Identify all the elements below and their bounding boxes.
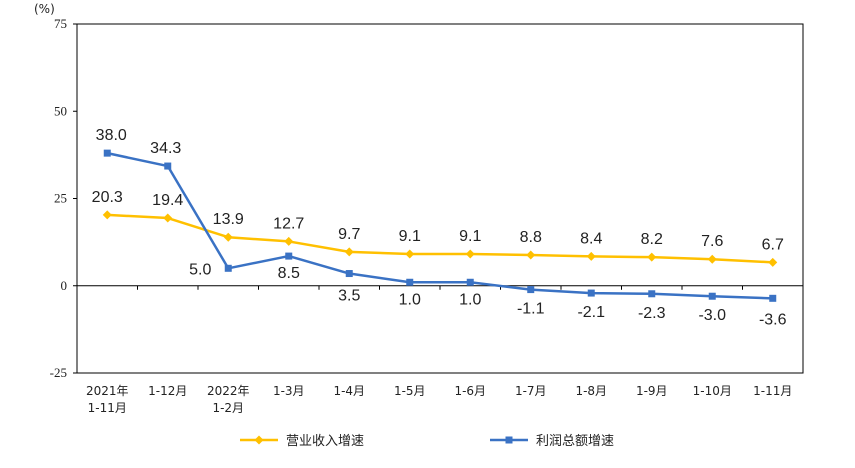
series-1-point	[223, 232, 233, 242]
data-label: -3.6	[759, 311, 787, 328]
series-1-point	[586, 251, 596, 261]
x-tick-label: 1-9月	[636, 384, 668, 398]
x-tick-label: 1-12月	[148, 384, 187, 398]
series-2-point	[587, 289, 595, 297]
data-label: 6.7	[762, 236, 784, 253]
series-2-point	[103, 149, 111, 157]
data-label: 1.0	[459, 291, 481, 308]
data-label: 9.1	[459, 228, 481, 245]
data-label: 8.4	[580, 230, 602, 247]
legend-label: 利润总额增速	[536, 434, 614, 449]
y-tick-label: -25	[50, 365, 67, 380]
data-label: 8.8	[520, 229, 542, 246]
x-tick-label: 1-4月	[333, 384, 365, 398]
series-1-point	[163, 213, 173, 223]
data-label: 13.9	[213, 211, 244, 228]
data-label: 38.0	[96, 127, 127, 144]
series-1-point	[102, 210, 112, 220]
series-line-2	[106, 151, 773, 300]
x-tick-label: 1-6月	[454, 384, 486, 398]
series-1-point	[526, 250, 536, 260]
data-label: 19.4	[152, 192, 183, 209]
legend-marker-1	[254, 435, 264, 445]
series-1-point	[768, 257, 778, 267]
series-1-point	[707, 254, 717, 264]
series-2-point	[466, 278, 474, 286]
x-tick-label: 1-11月	[753, 384, 792, 398]
series-1-point	[405, 249, 415, 259]
data-label: -3.0	[698, 307, 726, 324]
series-1-point	[344, 247, 354, 257]
x-tick-label: 1-5月	[394, 384, 426, 398]
x-tick-label: 1-7月	[515, 384, 547, 398]
series-2-point	[224, 264, 232, 272]
data-label: 5.0	[189, 261, 211, 278]
x-tick-label: 1-10月	[693, 384, 732, 398]
data-label: -1.1	[517, 301, 545, 318]
series-1-point	[647, 252, 657, 262]
y-tick-label: 0	[61, 278, 68, 293]
data-label: 9.1	[399, 228, 421, 245]
legend-marker-2	[505, 436, 513, 444]
x-tick-label: 1-3月	[273, 384, 305, 398]
data-label: 8.2	[641, 231, 663, 248]
series-2-point	[285, 252, 293, 260]
series-2-point	[648, 290, 656, 298]
x-tick-label: 2021年 1-11月	[86, 384, 129, 415]
data-label: 34.3	[150, 140, 181, 157]
data-label: 7.6	[701, 233, 723, 250]
data-label: -2.3	[638, 305, 666, 322]
data-label: 9.7	[338, 226, 360, 243]
x-tick-label: 2022年 1-2月	[207, 384, 250, 415]
data-label: -2.1	[577, 304, 605, 321]
data-label: 1.0	[399, 291, 421, 308]
series-line-1	[107, 213, 773, 264]
legend-label: 营业收入增速	[286, 434, 364, 449]
series-2-point	[708, 292, 716, 300]
series-2-point	[406, 278, 414, 286]
series-1-point	[284, 236, 294, 246]
y-tick-label: 75	[54, 16, 67, 31]
series-2-point	[345, 270, 353, 278]
data-label: 20.3	[92, 189, 123, 206]
data-label: 3.5	[338, 288, 360, 305]
y-unit-label: (%)	[34, 2, 55, 16]
y-tick-label: 25	[54, 191, 67, 206]
y-tick-label: 50	[54, 103, 67, 118]
x-tick-label: 1-8月	[575, 384, 607, 398]
series-2-point	[769, 294, 777, 302]
data-label: 12.7	[273, 215, 304, 232]
series-2-point	[164, 162, 172, 170]
series-2-point	[527, 286, 535, 294]
series-1-point	[465, 249, 475, 259]
data-label: 8.5	[278, 265, 300, 282]
